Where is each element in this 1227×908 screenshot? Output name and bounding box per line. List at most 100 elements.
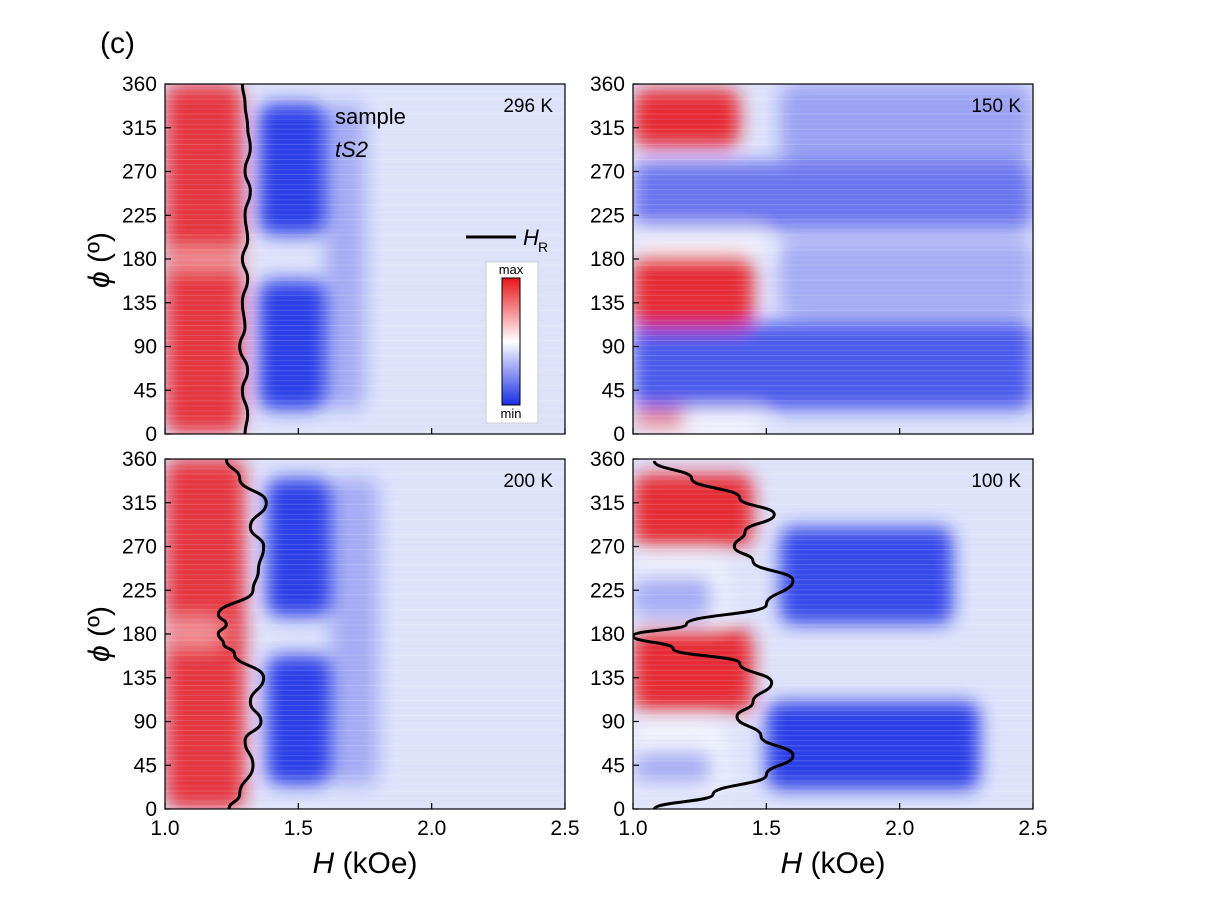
ylabel-bottom-text: ϕ (º): [83, 606, 116, 662]
y-tick-label: 225: [122, 579, 157, 602]
y-tick-label: 360: [590, 73, 625, 96]
y-tick-label: 45: [602, 754, 625, 777]
heatmap-region-max: [633, 88, 740, 148]
panel-bottom-left: 0 45 90 135 180 225 270 315 360 1.0 1.5 2.0 2.5 200 K: [122, 448, 580, 840]
y-tick-label: 315: [590, 492, 625, 515]
heatmap-region-min: [779, 239, 1033, 318]
y-tick-label: 45: [134, 754, 157, 777]
xlabel-right: H (kOe): [780, 847, 885, 880]
y-tick-label: 270: [590, 161, 625, 184]
colorbar: max min: [485, 261, 539, 424]
heatmap-region-min: [330, 478, 379, 785]
y-tick-label: 360: [122, 73, 157, 96]
heatmap-region-min: [258, 103, 325, 235]
ylabel-bottom-symbol: ϕ: [83, 645, 116, 662]
heatmap-region-min: [779, 84, 1033, 162]
y-tick-label: 135: [590, 667, 625, 690]
heatmap-regions: [165, 84, 365, 434]
panel-bottom-right: 0 45 90 135 180 225 270 315 360 1.0 1.5 2.0 2.5 100 K: [590, 448, 1048, 840]
heatmap-bottom-right: [633, 459, 1033, 809]
y-tick-label: 0: [145, 423, 157, 446]
heatmap-region-min: [266, 478, 331, 617]
heatmap-top-left: [165, 84, 565, 434]
heatmap-region-mid: [165, 251, 245, 267]
y-tick-label: 90: [602, 336, 625, 359]
x-tick-label: 1.0: [150, 817, 179, 840]
ylabel-top-text: ϕ (º): [83, 232, 116, 288]
y-tick-label: 0: [145, 798, 157, 821]
xlabel-right-symbol: H: [780, 847, 802, 880]
x-tick-label: 2.5: [550, 817, 579, 840]
ylabel-top-symbol: ϕ: [83, 271, 116, 288]
hr-curve: [633, 460, 795, 809]
x-tick-label: 1.5: [284, 817, 313, 840]
panel-label: (c): [100, 27, 135, 60]
heatmap-region-min: [633, 575, 713, 620]
y-tick-label: 180: [122, 623, 157, 646]
x-tick-label: 2.5: [1018, 817, 1047, 840]
panel-top-left: 0 45 90 135 180 225 270 315 360 296 K: [122, 73, 566, 446]
y-tick-label: 225: [590, 204, 625, 227]
y-tick-label: 225: [122, 204, 157, 227]
x-tick-label: 1.5: [752, 817, 781, 840]
heatmap-region-max: [633, 629, 753, 712]
ylabel-top: ϕ (º): [83, 232, 116, 288]
y-tick-label: 135: [590, 292, 625, 315]
y-tick-label: 90: [134, 336, 157, 359]
x-tick-label: 1.0: [618, 817, 647, 840]
y-tick-label: 315: [122, 492, 157, 515]
hr-curve: [238, 84, 252, 434]
xlabel-left-unit: (kOe): [334, 847, 417, 880]
heatmap-regions: [633, 84, 1033, 434]
y-tick-label: 360: [122, 448, 157, 471]
y-tick-label: 0: [613, 798, 625, 821]
temperature-label: 200 K: [503, 471, 553, 492]
xlabel-left-symbol: H: [312, 847, 334, 880]
y-tick-label: 0: [613, 423, 625, 446]
heatmap-region-min: [633, 750, 713, 785]
hr-legend-symbol: H: [523, 225, 539, 250]
heatmap-region-mid: [165, 619, 224, 646]
y-tick-label: 315: [590, 117, 625, 140]
hr-curve: [216, 459, 268, 809]
y-tick-label: 180: [122, 248, 157, 271]
heatmap-region-mid: [633, 229, 767, 255]
y-tick-label: 45: [134, 379, 157, 402]
panel-top-right: 0 45 90 135 180 225 270 315 360 150 K: [590, 73, 1034, 446]
y-tick-label: 45: [602, 379, 625, 402]
y-tick-label: 180: [590, 248, 625, 271]
xlabel-right-unit: (kOe): [802, 847, 885, 880]
y-tick-label: 135: [122, 292, 157, 315]
ylabel-top-unit: (º): [83, 232, 116, 271]
ylabel-bottom: ϕ (º): [83, 606, 116, 662]
heatmap-region-min: [633, 322, 1033, 410]
x-tick-label: 2.0: [417, 817, 446, 840]
y-tick-label: 90: [602, 711, 625, 734]
heatmap-regions: [633, 473, 980, 795]
heatmap-top-right: [633, 84, 1033, 434]
heatmap-region-min: [325, 103, 365, 410]
colorbar-min-label: min: [501, 406, 522, 421]
heatmap-region-min: [266, 655, 331, 785]
sample-label: sample: [335, 104, 406, 129]
panels: 0 45 90 135 180 225 270 315 360 296 K 0 45 90 135 180 2…: [122, 73, 1048, 840]
hr-legend-subscript: R: [538, 239, 548, 255]
ylabel-bottom-unit: (º): [83, 606, 116, 645]
heatmap-region-max: [633, 473, 753, 547]
heatmap-bottom-left: [165, 459, 565, 809]
y-tick-label: 225: [590, 579, 625, 602]
temperature-label: 150 K: [971, 96, 1021, 117]
colorbar-gradient: [501, 277, 521, 406]
heatmap-region-max: [633, 409, 687, 430]
heatmap-region-min: [258, 280, 325, 410]
y-tick-label: 180: [590, 623, 625, 646]
temperature-label: 296 K: [503, 96, 553, 117]
temperature-label: 100 K: [971, 471, 1021, 492]
heatmap-region-min: [633, 161, 1033, 230]
y-tick-label: 270: [590, 536, 625, 559]
heatmap-region-min: [766, 702, 980, 790]
x-tick-label: 2.0: [885, 817, 914, 840]
colorbar-max-label: max: [499, 262, 524, 277]
xlabel-left: H (kOe): [312, 847, 417, 880]
